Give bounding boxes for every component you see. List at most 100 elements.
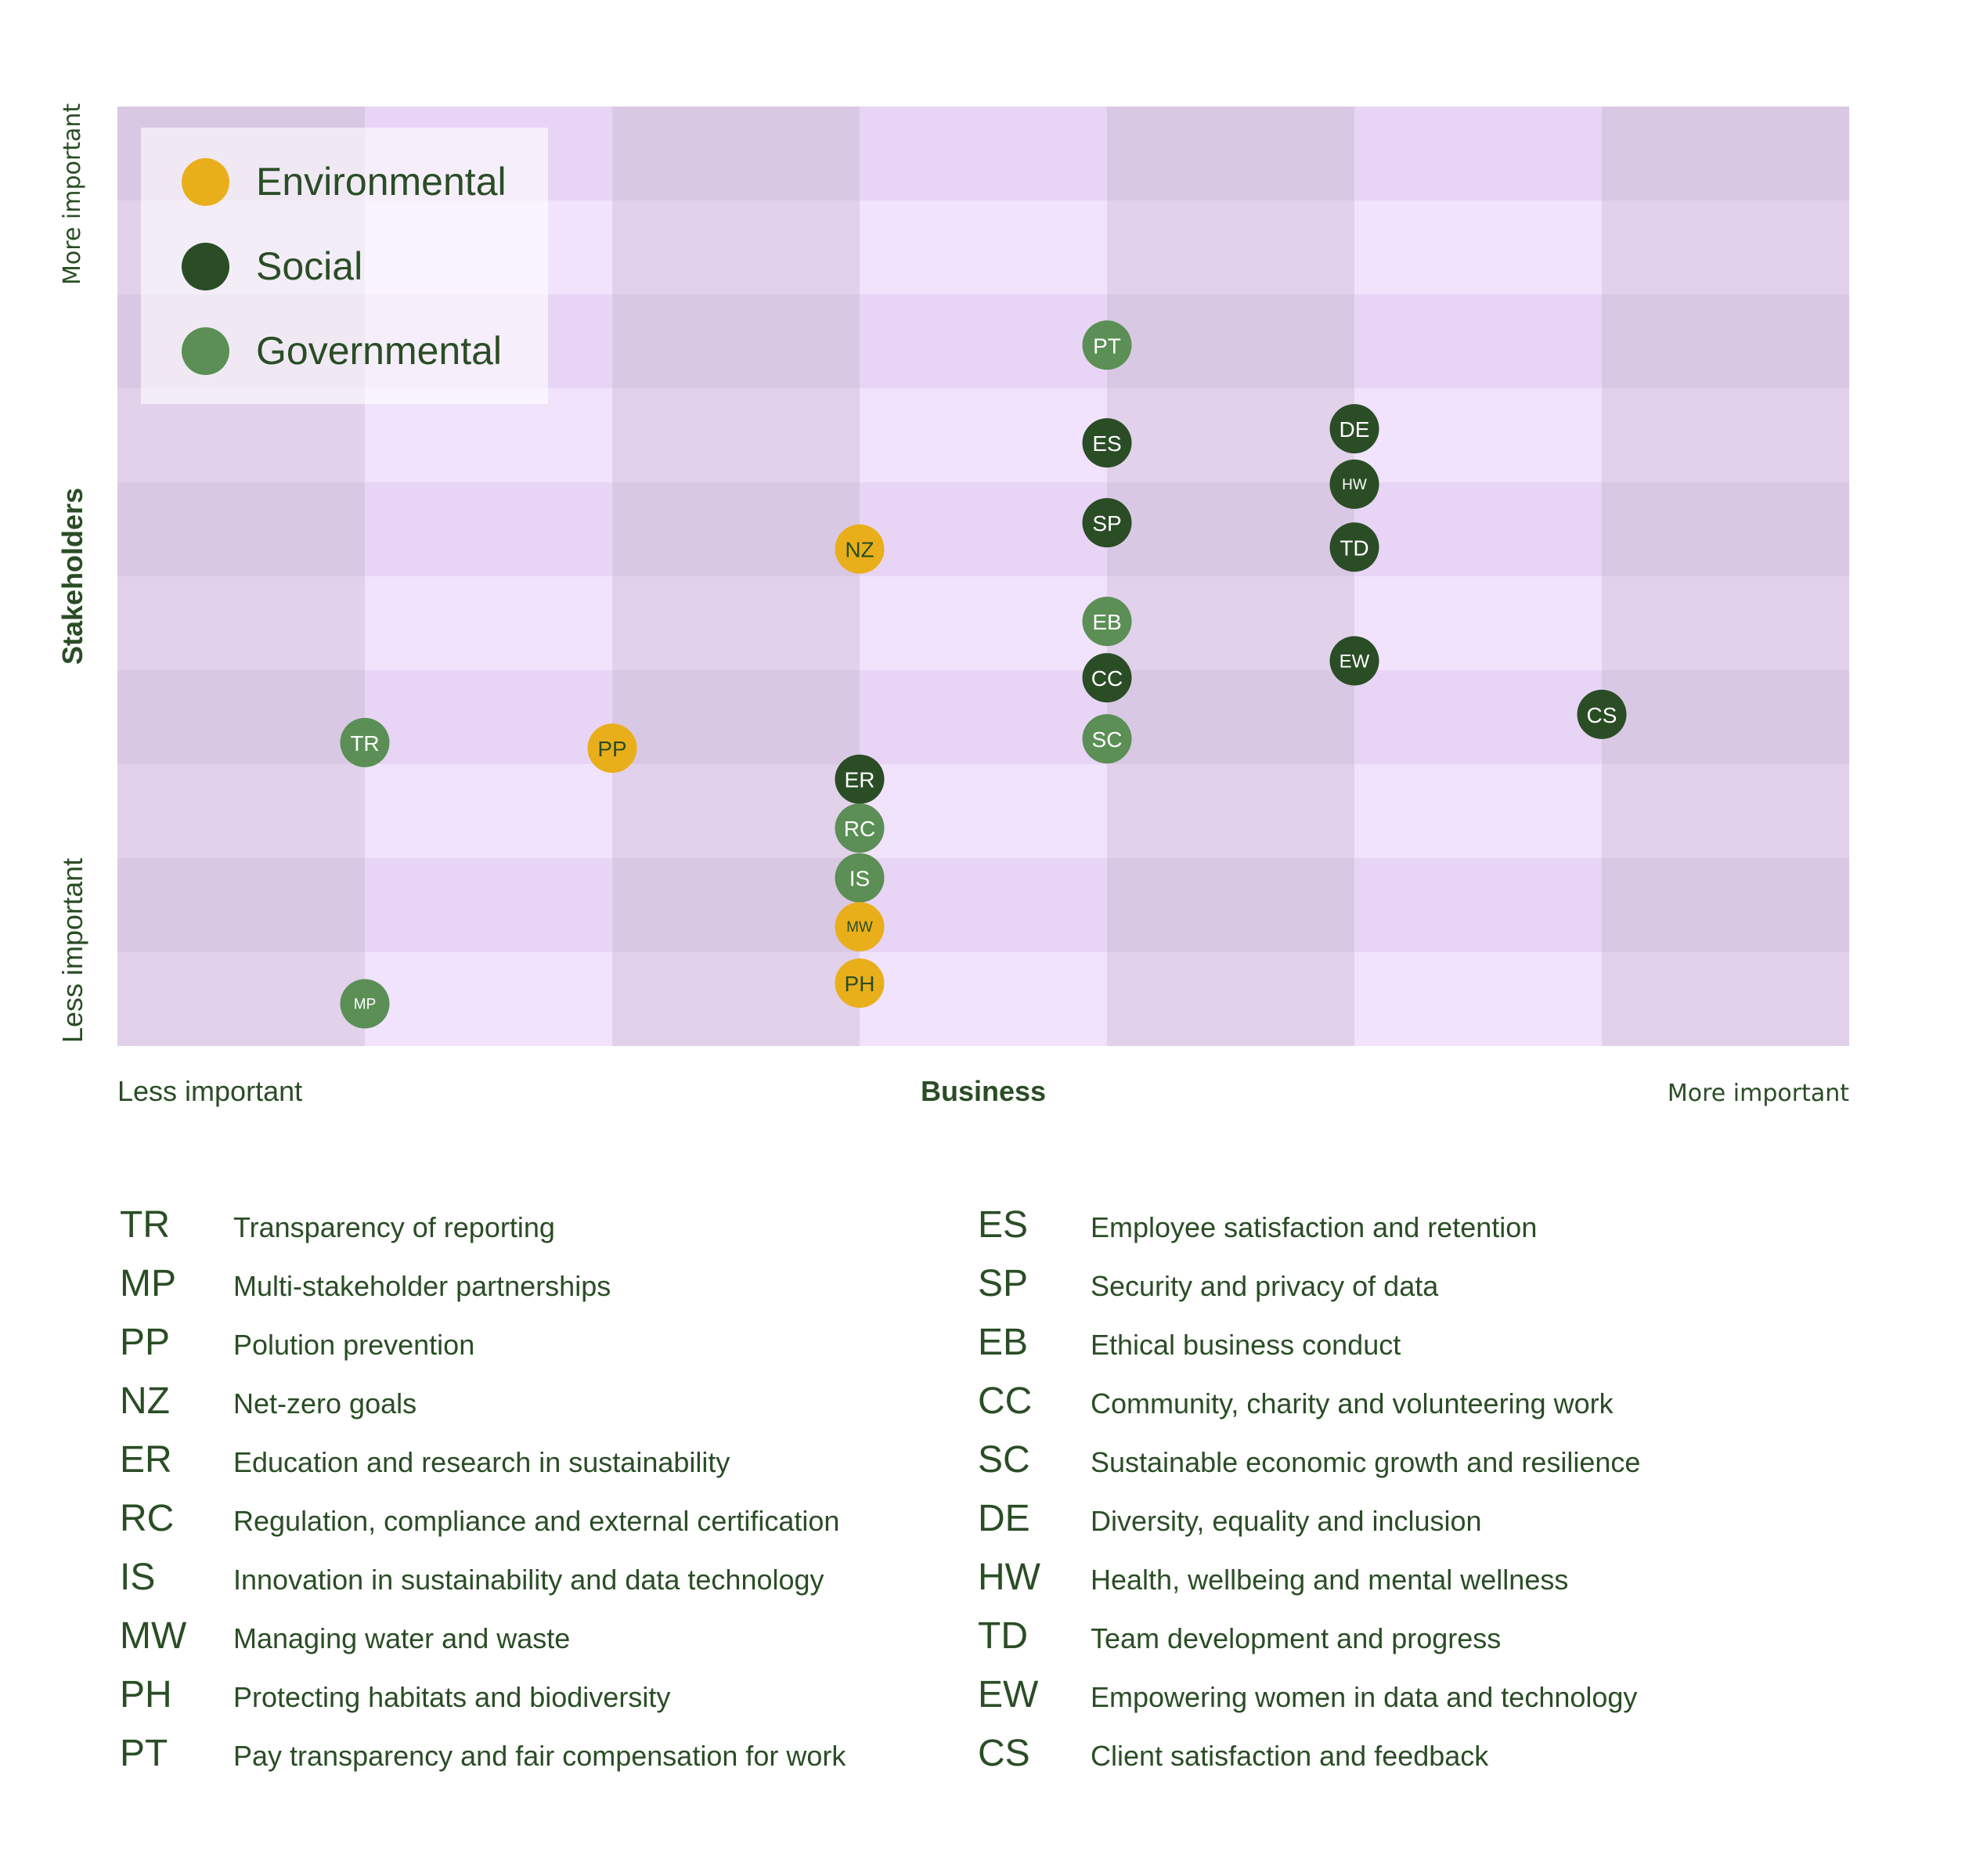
glossary-code: SP	[978, 1263, 1029, 1304]
grid-cell	[117, 858, 365, 952]
data-point: IS	[835, 853, 885, 903]
glossary-row: CC Community, charity and volunteering wo…	[978, 1378, 1761, 1437]
glossary-right-column: ES Employee satisfaction and retention SP S…	[978, 1202, 1761, 1789]
data-point-label: DE	[1340, 417, 1370, 442]
grid-cell	[860, 200, 1107, 294]
glossary-code: PT	[120, 1733, 168, 1774]
glossary-row: HW Health, wellbeing and mental wellness	[978, 1554, 1761, 1613]
glossary-description: Multi-stakeholder partnerships	[233, 1270, 611, 1302]
glossary-row: ES Employee satisfaction and retention	[978, 1202, 1761, 1261]
data-point: SC	[1082, 714, 1132, 764]
grid-cell	[1107, 670, 1354, 764]
grid-cell	[365, 482, 612, 576]
data-point: CC	[1082, 653, 1132, 703]
glossary-row: EW Empowering women in data and technolog…	[978, 1672, 1761, 1730]
glossary-code: MW	[120, 1615, 187, 1657]
grid-cell	[365, 858, 612, 952]
grid-cell	[117, 388, 365, 482]
data-point-marker	[1082, 498, 1132, 548]
glossary-code: ES	[978, 1204, 1029, 1246]
data-point-label: ES	[1092, 431, 1121, 456]
data-point: MW	[835, 902, 885, 952]
glossary-row: SP Security and privacy of data	[978, 1261, 1761, 1319]
glossary-row: RC Regulation, compliance and external ce…	[120, 1495, 903, 1554]
data-point-label: ER	[845, 768, 875, 792]
chart-legend: Environmental Social Governmental	[141, 128, 548, 404]
glossary-description: Net-zero goals	[233, 1387, 417, 1420]
data-point-label: CS	[1587, 703, 1617, 727]
data-point: PP	[587, 723, 637, 774]
grid-cell	[612, 576, 860, 670]
data-point-label: MP	[354, 997, 377, 1013]
data-point-label: IS	[849, 867, 870, 891]
data-point: ES	[1082, 418, 1132, 468]
data-point: RC	[835, 803, 885, 853]
glossary-row: EB Ethical business conduct	[978, 1319, 1761, 1378]
glossary-code: ER	[120, 1439, 172, 1481]
grid-cell	[1602, 294, 1849, 388]
grid-cell	[612, 294, 860, 388]
data-point-label: PH	[845, 972, 875, 996]
data-point-label: TD	[1340, 536, 1368, 560]
glossary-code: DE	[978, 1498, 1030, 1539]
data-point-label: EB	[1092, 610, 1121, 634]
data-point: EW	[1329, 636, 1379, 686]
data-point-marker	[835, 902, 885, 952]
glossary-description: Health, wellbeing and mental wellness	[1091, 1564, 1569, 1596]
data-point-label: EW	[1340, 651, 1370, 673]
grid-cell	[1602, 388, 1849, 482]
data-point: SP	[1082, 498, 1132, 548]
data-point-marker	[835, 524, 885, 574]
data-point: NZ	[835, 524, 885, 574]
glossary-description: Polution prevention	[233, 1329, 475, 1361]
grid-cell	[1354, 952, 1602, 1046]
glossary-row: MP Multi-stakeholder partnerships	[120, 1261, 903, 1319]
grid-cell	[1107, 200, 1354, 294]
grid-cell	[365, 764, 612, 858]
data-point: ER	[835, 754, 885, 804]
grid-cell	[117, 482, 365, 576]
grid-cell	[860, 858, 1107, 952]
data-point-label: PP	[597, 737, 626, 761]
data-point-marker	[1082, 597, 1132, 647]
grid-cell	[1354, 200, 1602, 294]
glossary-row: ER Education and research in sustainabili…	[120, 1437, 903, 1495]
glossary-description: Protecting habitats and biodiversity	[233, 1681, 671, 1713]
data-point-marker	[835, 958, 885, 1008]
data-point: TR	[340, 717, 390, 767]
grid-cell	[1107, 764, 1354, 858]
glossary-code: HW	[978, 1557, 1040, 1598]
x-axis-title: Business	[920, 1075, 1047, 1107]
glossary-description: Employee satisfaction and retention	[1091, 1211, 1538, 1243]
grid-cell	[1107, 294, 1354, 388]
data-point-marker	[340, 979, 390, 1029]
grid-cell	[1107, 952, 1354, 1046]
glossary-row: PT Pay transparency and fair compensation…	[120, 1730, 903, 1789]
data-point-marker	[835, 754, 885, 804]
legend-label: Social	[256, 244, 363, 288]
glossary-code: EB	[978, 1322, 1029, 1363]
data-point-label: PT	[1093, 334, 1121, 358]
grid-cell	[1354, 670, 1602, 764]
grid-cell	[1354, 576, 1602, 670]
grid-cell	[1602, 858, 1849, 952]
glossary-code: TR	[120, 1204, 170, 1246]
glossary-description: Community, charity and volunteering work	[1091, 1387, 1614, 1420]
grid-cell	[860, 952, 1107, 1046]
data-points: TR MP PP NZ ER RC IS MW PH PT ES SP EB CC SC DE HW TD EW CS	[340, 320, 1627, 1029]
data-point: MP	[340, 979, 390, 1029]
legend-dot-governmental-icon	[182, 326, 229, 375]
grid-cell	[860, 764, 1107, 858]
glossary-code: EW	[978, 1674, 1039, 1715]
glossary-row: TD Team development and progress	[978, 1613, 1761, 1672]
data-point: PT	[1082, 320, 1132, 370]
data-point-marker	[1329, 636, 1379, 686]
grid-cell	[365, 388, 612, 482]
glossary-code: CS	[978, 1733, 1030, 1774]
glossary-description: Transparency of reporting	[233, 1211, 555, 1243]
grid-cell	[860, 576, 1107, 670]
glossary-row: SC Sustainable economic growth and resili…	[978, 1437, 1761, 1495]
grid-cell	[860, 106, 1107, 200]
grid-cell	[117, 576, 365, 670]
glossary-code: CC	[978, 1380, 1033, 1422]
